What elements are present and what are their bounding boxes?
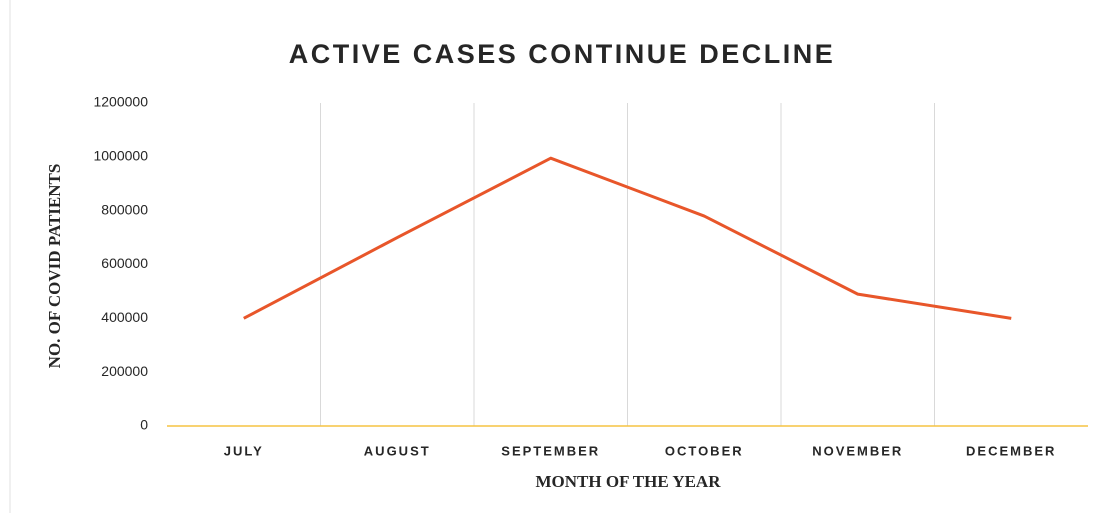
- x-tick-label: AUGUST: [364, 443, 431, 458]
- x-tick-label: DECEMBER: [966, 443, 1056, 458]
- chart-title: ACTIVE CASES CONTINUE DECLINE: [289, 39, 836, 69]
- data-line: [243, 156, 1012, 320]
- x-tick-label: OCTOBER: [665, 443, 744, 458]
- y-tick-label: 1000000: [93, 148, 148, 164]
- y-tick-label: 800000: [101, 201, 148, 217]
- y-tick-label: 1200000: [93, 94, 148, 110]
- x-tick-label: JULY: [224, 443, 264, 458]
- y-tick-label: 200000: [101, 363, 148, 379]
- y-tick-label: 0: [140, 417, 148, 433]
- x-tick-label: SEPTEMBER: [501, 443, 600, 458]
- x-tick-label: NOVEMBER: [812, 443, 903, 458]
- y-tick-label: 400000: [101, 309, 148, 325]
- x-axis-title: MONTH OF THE YEAR: [536, 472, 722, 491]
- y-tick-label: 600000: [101, 255, 148, 271]
- y-axis-title: NO. OF COVID PATIENTS: [45, 164, 64, 369]
